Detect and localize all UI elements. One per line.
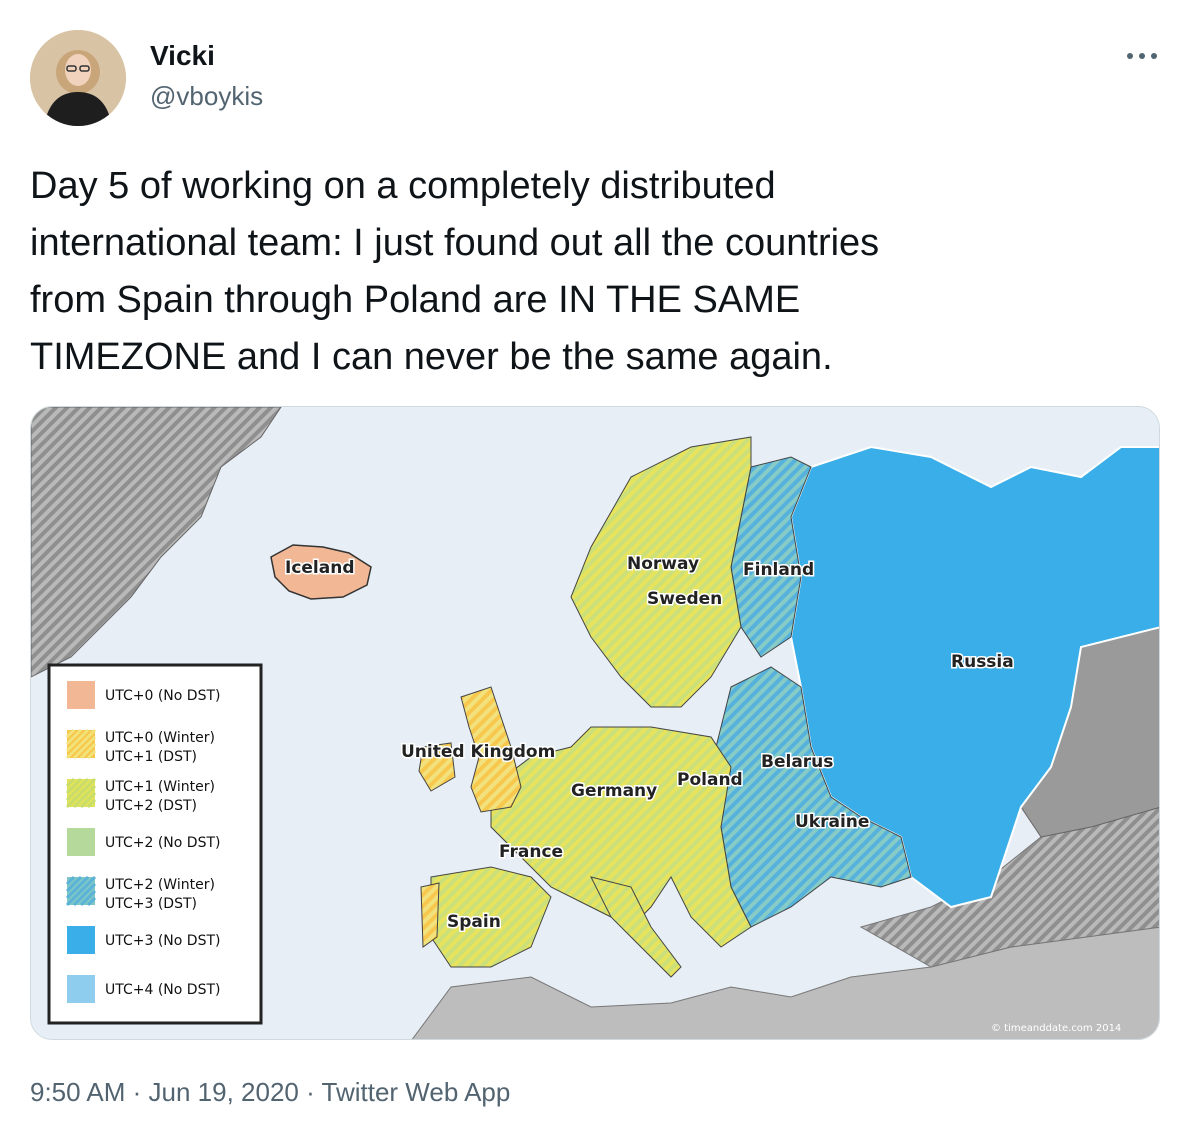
tweet-date[interactable]: Jun 19, 2020: [148, 1077, 299, 1107]
legend-swatch: [67, 926, 95, 954]
legend-swatch: [67, 828, 95, 856]
label-norway: Norway: [627, 554, 699, 574]
legend-hatch: [86, 749, 97, 760]
legend-hatch: [65, 875, 76, 886]
label-russia: Russia: [951, 652, 1014, 672]
legend-label: UTC+2 (Winter): [105, 877, 215, 893]
tweet-media-image[interactable]: Iceland Norway Sweden Finland Russia Uni…: [30, 406, 1160, 1040]
europe-timezone-map: Iceland Norway Sweden Finland Russia Uni…: [31, 407, 1159, 1039]
author-display-name[interactable]: Vicki: [150, 40, 215, 71]
legend-hatch: [72, 882, 97, 907]
label-poland: Poland: [677, 770, 743, 790]
legend-label: UTC+0 (Winter): [105, 730, 215, 746]
more-horizontal-icon[interactable]: [1124, 46, 1160, 66]
legend-hatch: [86, 896, 97, 907]
label-united-kingdom: United Kingdom: [401, 742, 555, 762]
meta-separator: ·: [298, 1077, 322, 1107]
legend-hatch: [65, 728, 90, 753]
legend-hatch: [79, 889, 97, 907]
label-germany: Germany: [571, 781, 657, 801]
legend-hatch: [65, 875, 90, 900]
map-legend: UTC+0 (No DST) UTC+0 (Winter) UTC+1 (DST) U…: [47, 663, 263, 1025]
tweet-meta: 9:50 AM · Jun 19, 2020 · Twitter Web App: [30, 1074, 510, 1110]
legend-label: UTC+4 (No DST): [105, 982, 220, 998]
label-sweden: Sweden: [647, 589, 722, 609]
meta-separator: ·: [125, 1077, 149, 1107]
legend-hatch: [65, 875, 83, 893]
legend-hatch: [65, 777, 83, 795]
label-ukraine: Ukraine: [795, 812, 869, 832]
legend-hatch: [65, 777, 97, 809]
legend-hatch: [65, 728, 76, 739]
avatar-photo: [30, 30, 126, 126]
tweet-header: Vicki @vboykis: [30, 30, 1170, 126]
map-credit: © timeanddate.com 2014: [991, 1023, 1121, 1034]
label-spain: Spain: [447, 912, 501, 932]
avatar[interactable]: [30, 30, 126, 126]
label-france: France: [499, 842, 563, 862]
africa-shape: [411, 926, 1159, 1039]
central-europe-shape: [490, 726, 752, 948]
legend-hatch: [72, 784, 97, 809]
legend-swatch: [67, 975, 95, 1003]
legend-hatch: [65, 728, 97, 760]
legend-label: UTC+2 (No DST): [105, 835, 220, 851]
united-kingdom-shape: [460, 686, 522, 813]
legend-label: UTC+3 (DST): [105, 896, 197, 912]
legend-hatch: [79, 791, 97, 809]
tweet-time[interactable]: 9:50 AM: [30, 1077, 126, 1107]
tweet-text: Day 5 of working on a completely distrib…: [30, 165, 880, 378]
legend-swatch: [67, 681, 95, 709]
legend-label: UTC+1 (DST): [105, 749, 197, 765]
legend-hatch: [86, 798, 97, 809]
author-handle[interactable]: @vboykis: [150, 81, 264, 111]
legend-hatch: [65, 777, 76, 788]
label-finland: Finland: [743, 560, 814, 580]
legend-label: UTC+3 (No DST): [105, 933, 220, 949]
portugal-shape: [420, 882, 440, 948]
legend-label: UTC+1 (Winter): [105, 779, 215, 795]
label-iceland: Iceland: [285, 558, 355, 578]
legend-label: UTC+0 (No DST): [105, 688, 220, 704]
spain-shape: [430, 866, 552, 968]
legend-hatch: [79, 742, 97, 760]
iceland-shape: [270, 544, 372, 600]
label-belarus: Belarus: [761, 752, 833, 772]
italy-shape: [590, 876, 682, 978]
legend-label: UTC+2 (DST): [105, 798, 197, 814]
tweet-source[interactable]: Twitter Web App: [321, 1077, 511, 1107]
legend-hatch: [65, 728, 83, 746]
legend-hatch: [65, 875, 97, 907]
ireland-shape: [418, 742, 456, 792]
author-names: Vicki @vboykis: [150, 38, 263, 114]
legend-hatch: [65, 777, 90, 802]
norway-sweden-shape: [570, 436, 752, 708]
legend-hatch: [72, 735, 97, 760]
